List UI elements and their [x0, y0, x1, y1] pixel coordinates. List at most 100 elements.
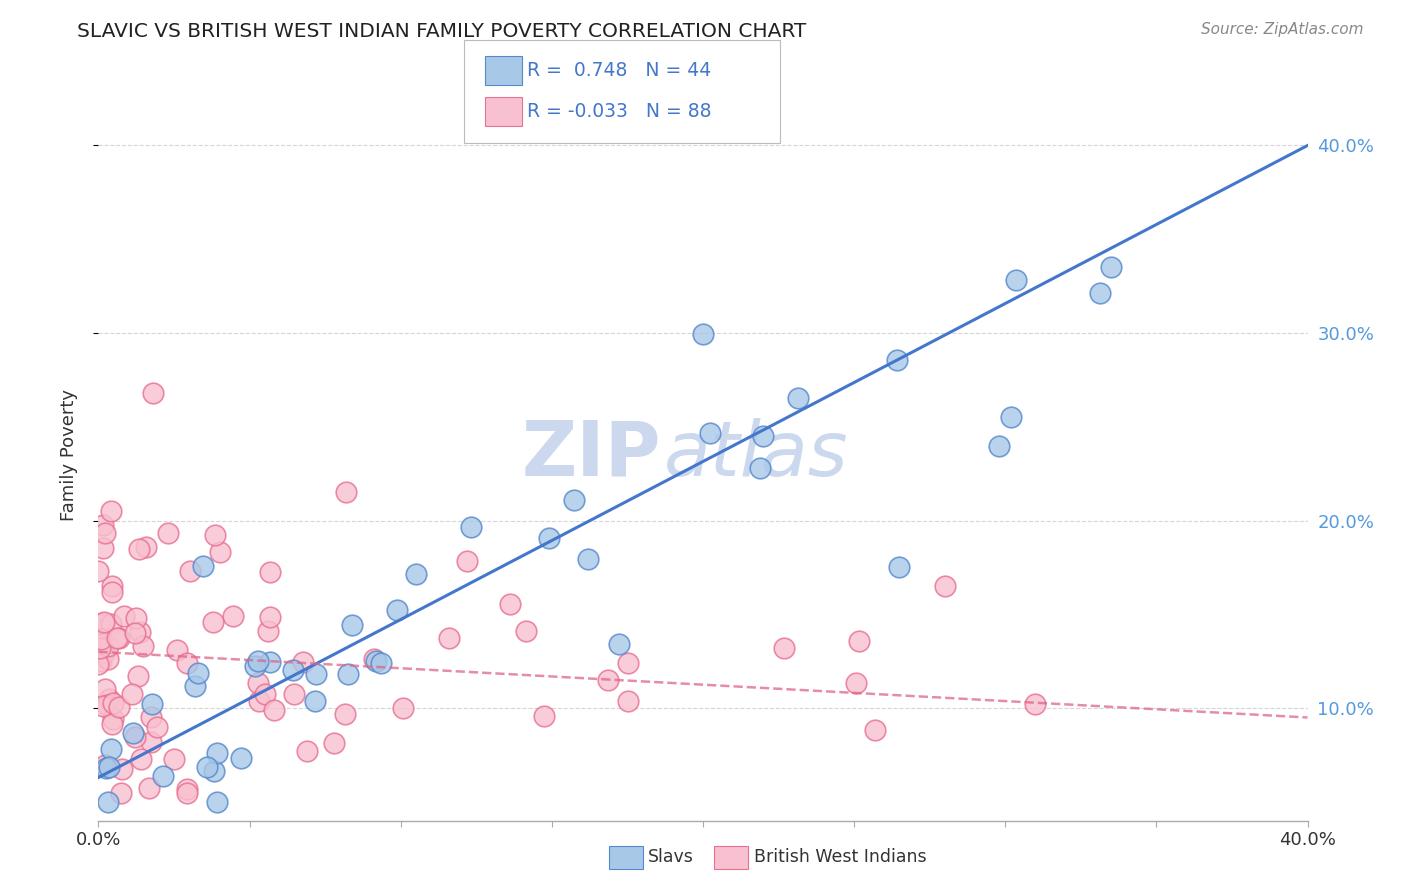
Point	[204, 528, 226, 542]
Point	[259, 655, 281, 669]
Point	[537, 531, 560, 545]
Point	[179, 564, 201, 578]
Point	[122, 725, 145, 739]
Point	[499, 597, 522, 611]
Point	[247, 676, 270, 690]
Point	[114, 609, 136, 624]
Point	[139, 735, 162, 749]
Text: SLAVIC VS BRITISH WEST INDIAN FAMILY POVERTY CORRELATION CHART: SLAVIC VS BRITISH WEST INDIAN FAMILY POV…	[77, 22, 807, 41]
Point	[89, 640, 111, 655]
Point	[100, 616, 122, 631]
Point	[247, 694, 270, 708]
Point	[124, 730, 146, 744]
Point	[283, 687, 305, 701]
Point	[124, 625, 146, 640]
Point	[385, 603, 408, 617]
Point	[91, 518, 114, 533]
Point	[207, 795, 229, 809]
Point	[108, 700, 131, 714]
Point	[176, 785, 198, 799]
Point	[89, 617, 111, 632]
Point	[886, 353, 908, 368]
Point	[138, 780, 160, 795]
Point	[1000, 410, 1022, 425]
Point	[141, 710, 163, 724]
Point	[259, 565, 281, 579]
Point	[141, 697, 163, 711]
Point	[202, 764, 225, 779]
Point	[889, 560, 911, 574]
Point	[91, 698, 114, 713]
Point	[596, 673, 619, 687]
Text: British West Indians: British West Indians	[754, 848, 927, 866]
Point	[692, 326, 714, 341]
Point	[121, 687, 143, 701]
Point	[90, 633, 112, 648]
Point	[166, 643, 188, 657]
Point	[187, 665, 209, 680]
Point	[94, 761, 117, 775]
Point	[863, 723, 886, 737]
Point	[176, 781, 198, 796]
Point	[259, 609, 281, 624]
Point	[105, 631, 128, 645]
Point	[752, 429, 775, 443]
Point	[934, 579, 956, 593]
Point	[176, 656, 198, 670]
Point	[127, 669, 149, 683]
Point	[100, 716, 122, 731]
Point	[845, 675, 868, 690]
Point	[183, 680, 205, 694]
Point	[208, 545, 231, 559]
Point	[87, 565, 110, 579]
Point	[101, 585, 124, 599]
Point	[222, 609, 245, 624]
Point	[108, 631, 131, 645]
Point	[87, 657, 110, 671]
Point	[129, 752, 152, 766]
Point	[364, 654, 387, 668]
Point	[297, 744, 319, 758]
Point	[333, 706, 356, 721]
Point	[460, 520, 482, 534]
Point	[205, 746, 228, 760]
Point	[97, 652, 120, 666]
Point	[195, 760, 218, 774]
Point	[1099, 260, 1122, 275]
Point	[128, 541, 150, 556]
Text: R = -0.033   N = 88: R = -0.033 N = 88	[527, 102, 711, 121]
Text: Slavs: Slavs	[648, 848, 695, 866]
Point	[243, 658, 266, 673]
Point	[257, 624, 280, 639]
Point	[91, 541, 114, 555]
Point	[146, 721, 169, 735]
Point	[263, 703, 285, 717]
Point	[283, 663, 305, 677]
Point	[110, 762, 132, 776]
Point	[533, 709, 555, 723]
Point	[564, 493, 586, 508]
Point	[322, 736, 344, 750]
Point	[254, 687, 277, 701]
Point	[202, 615, 225, 629]
Y-axis label: Family Poverty: Family Poverty	[59, 389, 77, 521]
Point	[152, 769, 174, 783]
Point	[456, 554, 478, 568]
Point	[392, 701, 415, 715]
Point	[93, 646, 115, 660]
Point	[405, 567, 427, 582]
Point	[515, 624, 537, 639]
Point	[988, 438, 1011, 452]
Point	[304, 694, 326, 708]
Point	[439, 632, 461, 646]
Point	[157, 525, 180, 540]
Point	[363, 652, 385, 666]
Point	[90, 632, 112, 647]
Point	[91, 616, 114, 631]
Point	[96, 698, 118, 712]
Point	[101, 696, 124, 710]
Point	[132, 639, 155, 653]
Point	[848, 634, 870, 648]
Point	[1024, 698, 1046, 712]
Point	[699, 426, 721, 441]
